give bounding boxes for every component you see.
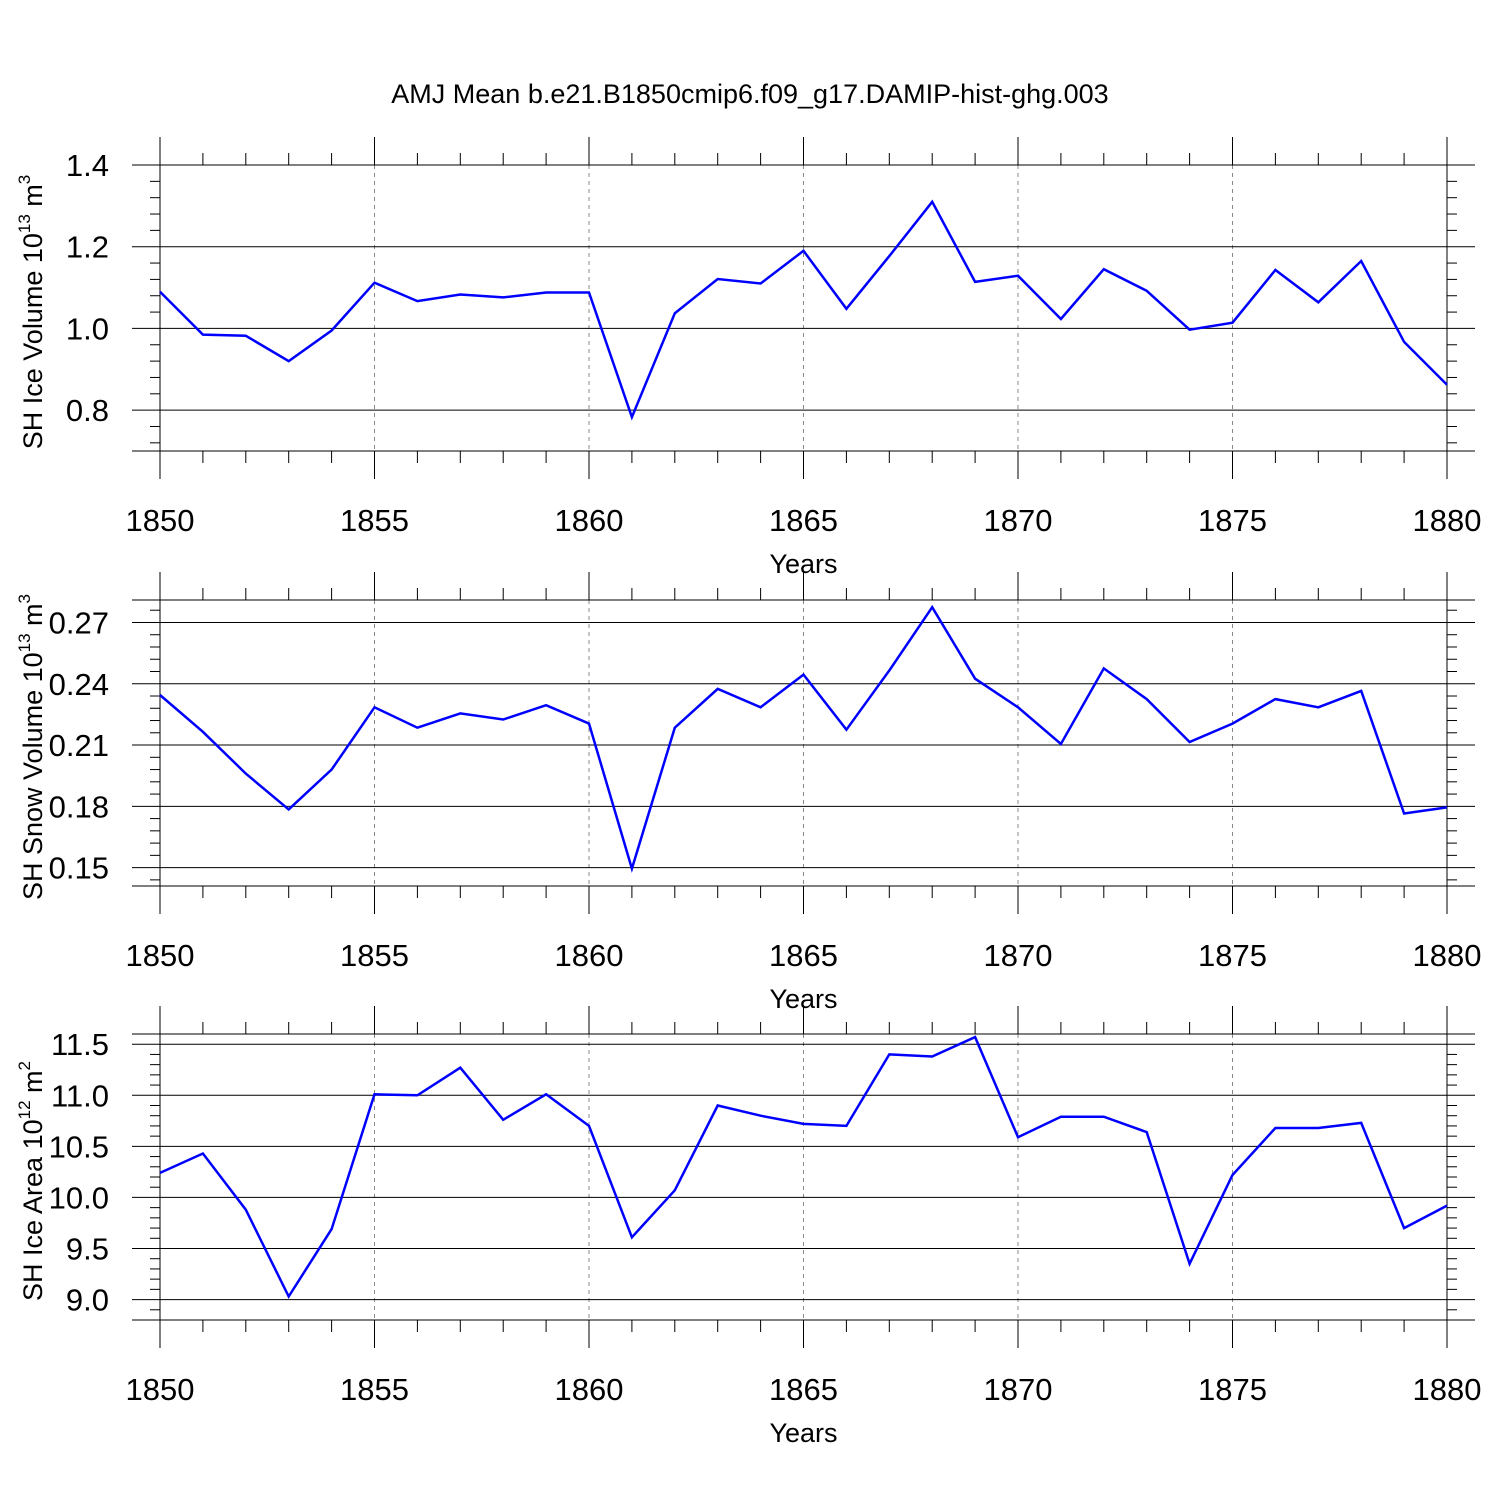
y-tick-label: 0.27	[49, 605, 109, 640]
y-tick-label: 0.8	[66, 393, 109, 428]
x-tick-label: 1860	[555, 503, 624, 538]
x-tick-label: 1850	[126, 938, 195, 973]
series-line	[159, 604, 1448, 873]
y-axis-label-unit-exponent: 3	[15, 594, 34, 603]
y-axis-label-text: SH Ice Volume 10	[18, 233, 48, 449]
x-tick-label: 1870	[984, 938, 1053, 973]
y-axis-label-exponent: 12	[15, 1100, 34, 1119]
y-tick-label: 11.0	[51, 1078, 109, 1113]
y-tick-label: 0.18	[49, 789, 109, 824]
y-tick-label: 0.21	[49, 728, 109, 763]
y-tick-label: 1.0	[66, 311, 109, 346]
y-axis-label-unit: m	[18, 603, 48, 633]
y-axis-label-unit-exponent: 2	[15, 1061, 34, 1070]
x-tick-label: 1865	[769, 503, 838, 538]
y-tick-label: 9.0	[66, 1283, 109, 1318]
x-tick-label: 1865	[769, 1372, 838, 1407]
y-axis-label-unit-exponent: 3	[15, 175, 34, 184]
y-axis-label: SH Ice Area 1012 m2	[15, 1061, 48, 1301]
series-line	[159, 199, 1448, 421]
x-tick-label: 1855	[340, 938, 409, 973]
x-tick-label: 1880	[1413, 503, 1482, 538]
x-tick-label: 1875	[1198, 503, 1267, 538]
x-tick-label: 1850	[126, 503, 195, 538]
y-tick-label: 10.0	[49, 1180, 109, 1215]
y-tick-label: 11.5	[51, 1027, 109, 1062]
x-tick-label: 1850	[126, 1372, 195, 1407]
y-tick-label: 10.5	[49, 1129, 109, 1164]
y-tick-label: 0.24	[49, 667, 109, 702]
x-tick-label: 1870	[984, 1372, 1053, 1407]
y-axis-label-text: SH Snow Volume 10	[18, 652, 48, 900]
y-axis-label-unit: m	[18, 184, 48, 214]
y-tick-label: 0.15	[49, 851, 109, 886]
y-tick-label: 9.5	[66, 1232, 109, 1267]
x-tick-label: 1860	[555, 1372, 624, 1407]
y-axis-label-unit: m	[18, 1070, 48, 1100]
y-axis-label: SH Snow Volume 1013 m3	[15, 594, 48, 900]
x-axis-label: Years	[769, 1418, 837, 1448]
x-tick-label: 1875	[1198, 938, 1267, 973]
chart-panel-1: 0.8 1.0 1.2 1.4 1850 1855 1860 1865 1870 1875 1880…	[15, 137, 1481, 579]
chart-panel-3: 9.0 9.5 10.0 10.5 11.0 11.5 1850 1855 1860 1865 18…	[15, 1006, 1481, 1448]
x-tick-label: 1855	[340, 1372, 409, 1407]
x-tick-label: 1880	[1413, 938, 1482, 973]
x-tick-label: 1875	[1198, 1372, 1267, 1407]
y-tick-label: 1.4	[66, 148, 109, 183]
y-axis-label: SH Ice Volume 1013 m3	[15, 175, 48, 450]
x-tick-label: 1855	[340, 503, 409, 538]
x-tick-label: 1870	[984, 503, 1053, 538]
y-axis-label-exponent: 13	[15, 633, 34, 652]
y-axis-label-text: SH Ice Area 10	[18, 1119, 48, 1301]
y-axis-label-exponent: 13	[15, 214, 34, 233]
y-tick-label: 1.2	[66, 230, 109, 265]
chart-panel-2: 0.15 0.18 0.21 0.24 0.27 1850 1855 1860 1865 1870…	[15, 572, 1481, 1014]
x-tick-label: 1865	[769, 938, 838, 973]
x-tick-label: 1880	[1413, 1372, 1482, 1407]
x-tick-label: 1860	[555, 938, 624, 973]
figure-title: AMJ Mean b.e21.B1850cmip6.f09_g17.DAMIP-…	[391, 79, 1108, 109]
series-line	[159, 1035, 1448, 1300]
